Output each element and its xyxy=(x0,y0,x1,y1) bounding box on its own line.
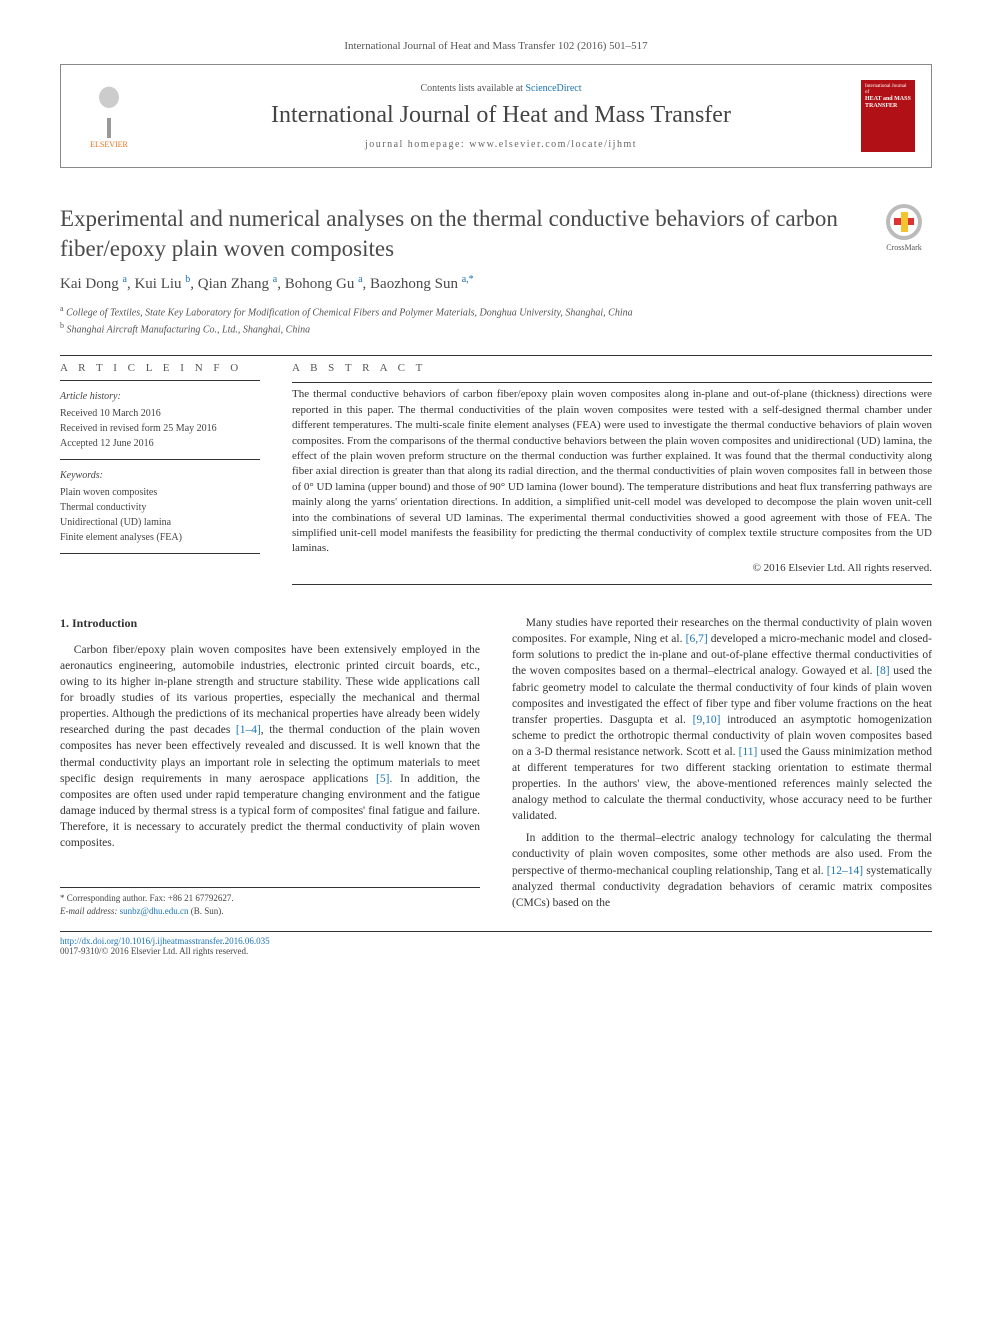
body-column-right: Many studies have reported their researc… xyxy=(512,615,932,917)
keywords-block: Keywords: Plain woven compositesThermal … xyxy=(60,468,260,554)
cover-text-top: International Journal of xyxy=(865,84,911,96)
reference-citation[interactable]: [12–14] xyxy=(827,865,863,877)
contents-line: Contents lists available at ScienceDirec… xyxy=(157,83,845,94)
email-label: E-mail address: xyxy=(60,906,120,916)
journal-citation: International Journal of Heat and Mass T… xyxy=(60,40,932,52)
history-line: Received 10 March 2016 xyxy=(60,406,260,421)
info-divider-1 xyxy=(60,380,260,381)
abstract-body: The thermal conductive behaviors of carb… xyxy=(292,388,932,554)
abstract-heading: A B S T R A C T xyxy=(292,362,932,374)
article-info-heading: A R T I C L E I N F O xyxy=(60,362,260,374)
body-column-left: 1. Introduction Carbon fiber/epoxy plain… xyxy=(60,615,480,917)
reference-citation[interactable]: [1–4] xyxy=(236,724,261,736)
history-label: Article history: xyxy=(60,389,260,404)
journal-cover-thumb: International Journal of HEAT and MASS T… xyxy=(861,80,915,152)
info-abstract-row: A R T I C L E I N F O Article history: R… xyxy=(60,362,932,585)
body-paragraph: Many studies have reported their researc… xyxy=(512,615,932,824)
abstract-copyright: © 2016 Elsevier Ltd. All rights reserved… xyxy=(292,561,932,576)
body-paragraph: Carbon fiber/epoxy plain woven composite… xyxy=(60,642,480,851)
email-line: E-mail address: sunbz@dhu.edu.cn (B. Sun… xyxy=(60,905,480,918)
reference-citation[interactable]: [11] xyxy=(739,746,758,758)
authors-line: Kai Dong a, Kui Liu b, Qian Zhang a, Boh… xyxy=(60,274,932,293)
reference-citation[interactable]: [6,7] xyxy=(686,633,708,645)
keyword-line: Thermal conductivity xyxy=(60,500,260,515)
publisher-name: ELSEVIER xyxy=(90,140,128,149)
reference-citation[interactable]: [5] xyxy=(376,773,389,785)
abstract-column: A B S T R A C T The thermal conductive b… xyxy=(292,362,932,585)
keywords-label: Keywords: xyxy=(60,468,260,483)
history-line: Received in revised form 25 May 2016 xyxy=(60,421,260,436)
divider-top xyxy=(60,355,932,356)
keyword-line: Finite element analyses (FEA) xyxy=(60,530,260,545)
contents-prefix: Contents lists available at xyxy=(420,83,525,94)
sciencedirect-link[interactable]: ScienceDirect xyxy=(525,83,581,94)
homepage-url: www.elsevier.com/locate/ijhmt xyxy=(469,139,637,150)
issn-copyright: 0017-9310/© 2016 Elsevier Ltd. All right… xyxy=(60,946,248,956)
affiliations: a College of Textiles, State Key Laborat… xyxy=(60,303,932,338)
email-link[interactable]: sunbz@dhu.edu.cn xyxy=(120,906,189,916)
abstract-text: The thermal conductive behaviors of carb… xyxy=(292,387,932,585)
elsevier-tree-icon xyxy=(86,84,132,138)
journal-header: ELSEVIER Contents lists available at Sci… xyxy=(60,64,932,168)
bottom-line: http://dx.doi.org/10.1016/j.ijheatmasstr… xyxy=(60,931,932,956)
body-paragraph: In addition to the thermal–electric anal… xyxy=(512,830,932,910)
journal-name: International Journal of Heat and Mass T… xyxy=(157,102,845,129)
article-info-column: A R T I C L E I N F O Article history: R… xyxy=(60,362,260,585)
abstract-divider xyxy=(292,382,932,383)
elsevier-logo: ELSEVIER xyxy=(77,77,141,155)
body-columns: 1. Introduction Carbon fiber/epoxy plain… xyxy=(60,615,932,917)
crossmark-badge[interactable]: CrossMark xyxy=(876,204,932,252)
cover-text-main: HEAT and MASS TRANSFER xyxy=(865,96,911,110)
reference-citation[interactable]: [9,10] xyxy=(693,714,721,726)
header-center: Contents lists available at ScienceDirec… xyxy=(157,83,845,150)
crossmark-icon xyxy=(886,204,922,240)
title-row: Experimental and numerical analyses on t… xyxy=(60,204,932,264)
homepage-prefix: journal homepage: xyxy=(365,139,469,150)
section-heading-intro: 1. Introduction xyxy=(60,615,480,632)
crossmark-label: CrossMark xyxy=(886,243,922,252)
history-line: Accepted 12 June 2016 xyxy=(60,436,260,451)
keyword-line: Plain woven composites xyxy=(60,485,260,500)
footnote-block: * Corresponding author. Fax: +86 21 6779… xyxy=(60,887,480,917)
reference-citation[interactable]: [8] xyxy=(876,665,889,677)
keyword-line: Unidirectional (UD) lamina xyxy=(60,515,260,530)
email-suffix: (B. Sun). xyxy=(188,906,223,916)
corresponding-author: * Corresponding author. Fax: +86 21 6779… xyxy=(60,892,480,905)
history-block: Article history: Received 10 March 2016R… xyxy=(60,389,260,460)
doi-link[interactable]: http://dx.doi.org/10.1016/j.ijheatmasstr… xyxy=(60,936,270,946)
homepage-line: journal homepage: www.elsevier.com/locat… xyxy=(157,139,845,150)
article-title: Experimental and numerical analyses on t… xyxy=(60,204,856,264)
affiliation-line: b Shanghai Aircraft Manufacturing Co., L… xyxy=(60,320,932,337)
affiliation-line: a College of Textiles, State Key Laborat… xyxy=(60,303,932,320)
